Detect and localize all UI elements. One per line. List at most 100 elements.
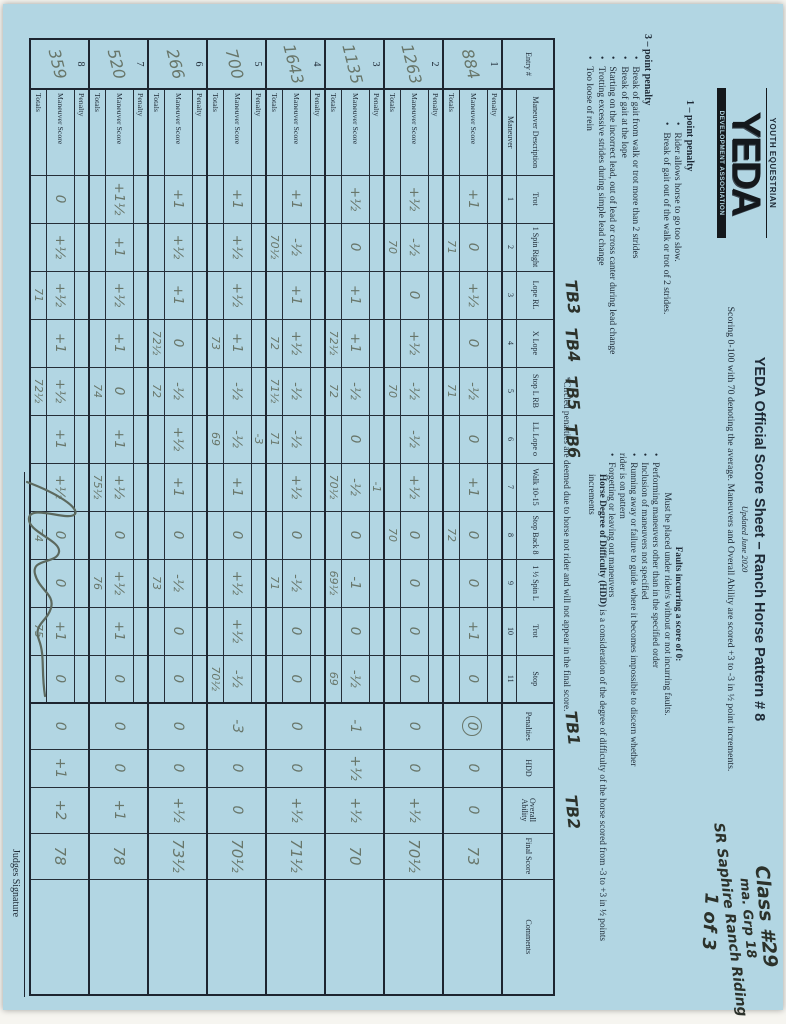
totals-cell: [443, 319, 460, 367]
totals-cell: 70½: [266, 223, 283, 271]
row-label-maneuver-score: Maneuver Score: [105, 89, 134, 175]
final-score-cell: 70½: [384, 833, 443, 879]
penalties-total-cell: 0: [89, 703, 148, 749]
penalties-total-cell: -3: [207, 703, 266, 749]
row-label-maneuver-score: Maneuver Score: [223, 89, 252, 175]
totals-cell: 72½: [325, 319, 342, 367]
penalty-mark-cell: [310, 559, 325, 607]
totals-cell: [30, 175, 47, 223]
row-label-maneuver-score: Maneuver Score: [282, 89, 311, 175]
maneuver-score-cell: -1: [341, 559, 370, 607]
entry-cell: 1 884: [443, 39, 502, 89]
maneuver-score-cell: +½: [164, 415, 193, 463]
maneuver-score-cell: +1: [105, 607, 134, 655]
totals-cell: 72½: [148, 319, 165, 367]
maneuver-score-cell: 0: [459, 415, 488, 463]
entry-cell: 7 520: [89, 39, 148, 89]
penalty-mark-cell: [251, 175, 266, 223]
penalty-mark-cell: [192, 175, 207, 223]
maneuver-score-cell: +1: [282, 175, 311, 223]
score-table: Entry # Maneuver Description Trot 1 Spin Ri…: [29, 38, 555, 996]
maneuver-name-header: 1 ½ Spin L: [516, 559, 554, 607]
penalty-mark-cell: [428, 367, 443, 415]
penalty-mark-cell: [428, 655, 443, 703]
comments-header: Comments: [502, 879, 554, 995]
totals-cell: 74: [89, 367, 106, 415]
maneuver-score-cell: 0: [282, 655, 311, 703]
overall-ability-cell: +½: [384, 787, 443, 833]
totals-cell: 72: [443, 511, 460, 559]
maneuver-score-cell: 0: [105, 511, 134, 559]
totals-cell: 69: [325, 655, 342, 703]
penalties-total-cell: 0: [148, 703, 207, 749]
entry-cell: 4 1643: [266, 39, 325, 89]
entry-index: 1: [488, 61, 499, 67]
penalty-mark-cell: [310, 511, 325, 559]
yeda-logo: YOUTH EQUESTRIAN YEDA DEVELOPMENT ASSOCI…: [717, 88, 777, 238]
penalties-total-cell: -1: [325, 703, 384, 749]
totals-cell: 73: [207, 319, 224, 367]
totals-cell: [266, 511, 283, 559]
maneuver-score-cell: +½: [400, 319, 429, 367]
penalty-rule-item: Rider allows horse to go too slow.: [671, 122, 683, 430]
totals-cell: [207, 463, 224, 511]
totals-cell: 70: [384, 223, 401, 271]
totals-cell: 70: [384, 367, 401, 415]
totals-cell: [89, 415, 106, 463]
maneuver-score-cell: -½: [164, 559, 193, 607]
totals-cell: [384, 319, 401, 367]
totals-cell: [89, 271, 106, 319]
hdd-cell: +½: [325, 749, 384, 787]
totals-cell: [30, 319, 47, 367]
maneuver-score-cell: 0: [400, 271, 429, 319]
maneuver-score-cell: +½: [400, 175, 429, 223]
maneuver-score-cell: +½: [459, 271, 488, 319]
maneuver-score-cell: +1: [46, 415, 75, 463]
maneuver-score-cell: 0: [282, 607, 311, 655]
maneuver-score-cell: -½: [223, 655, 252, 703]
penalty-mark-cell: [487, 415, 502, 463]
entry-index: 6: [193, 61, 204, 67]
totals-cell: 70: [384, 511, 401, 559]
maneuver-score-cell: 0: [400, 655, 429, 703]
row-label-penalty: Penalty: [133, 89, 148, 175]
penalty-mark-cell: [251, 271, 266, 319]
penalties-total-cell: 0: [30, 703, 89, 749]
hdd-cell: +1: [30, 749, 89, 787]
final-score-header: Final Score: [502, 833, 554, 879]
overall-ability-cell: +½: [148, 787, 207, 833]
maneuver-number-header: 9: [502, 559, 517, 607]
maneuver-name-header: Trot: [516, 175, 554, 223]
penalty-mark-cell: [487, 559, 502, 607]
entry-cell: 5 700: [207, 39, 266, 89]
entry-number-handwritten: 700: [221, 46, 248, 82]
maneuver-score-cell: 0: [164, 607, 193, 655]
hdd-cell: 0: [384, 749, 443, 787]
judges-signature-label: Judges Signature: [10, 849, 21, 918]
overall-ability-cell: +½: [266, 787, 325, 833]
maneuver-score-cell: -½: [341, 367, 370, 415]
penalty-mark-cell: [310, 607, 325, 655]
totals-cell: [148, 655, 165, 703]
maneuver-score-cell: 0: [459, 223, 488, 271]
row-label-totals: Totals: [384, 89, 401, 175]
penalty-mark-cell: [251, 607, 266, 655]
maneuver-score-cell: +1: [223, 319, 252, 367]
totals-cell: [325, 271, 342, 319]
maneuver-score-cell: -½: [400, 223, 429, 271]
maneuver-score-cell: 0: [459, 319, 488, 367]
penalty-mark-cell: [369, 559, 384, 607]
penalty-mark-cell: [487, 367, 502, 415]
totals-cell: [89, 223, 106, 271]
maneuver-name-header: X Lope: [516, 319, 554, 367]
tb-maneuver-annotation: TB6: [561, 423, 584, 460]
maneuver-score-cell: 0: [400, 511, 429, 559]
final-score-cell: 78: [89, 833, 148, 879]
judge-signature: [25, 480, 77, 698]
penalty-mark-cell: -3: [251, 415, 266, 463]
maneuver-score-cell: +½: [282, 319, 311, 367]
maneuver-score-cell: +½: [164, 223, 193, 271]
penalty-mark-cell: [251, 463, 266, 511]
totals-cell: 72½: [30, 367, 47, 415]
penalty-mark-cell: [487, 463, 502, 511]
